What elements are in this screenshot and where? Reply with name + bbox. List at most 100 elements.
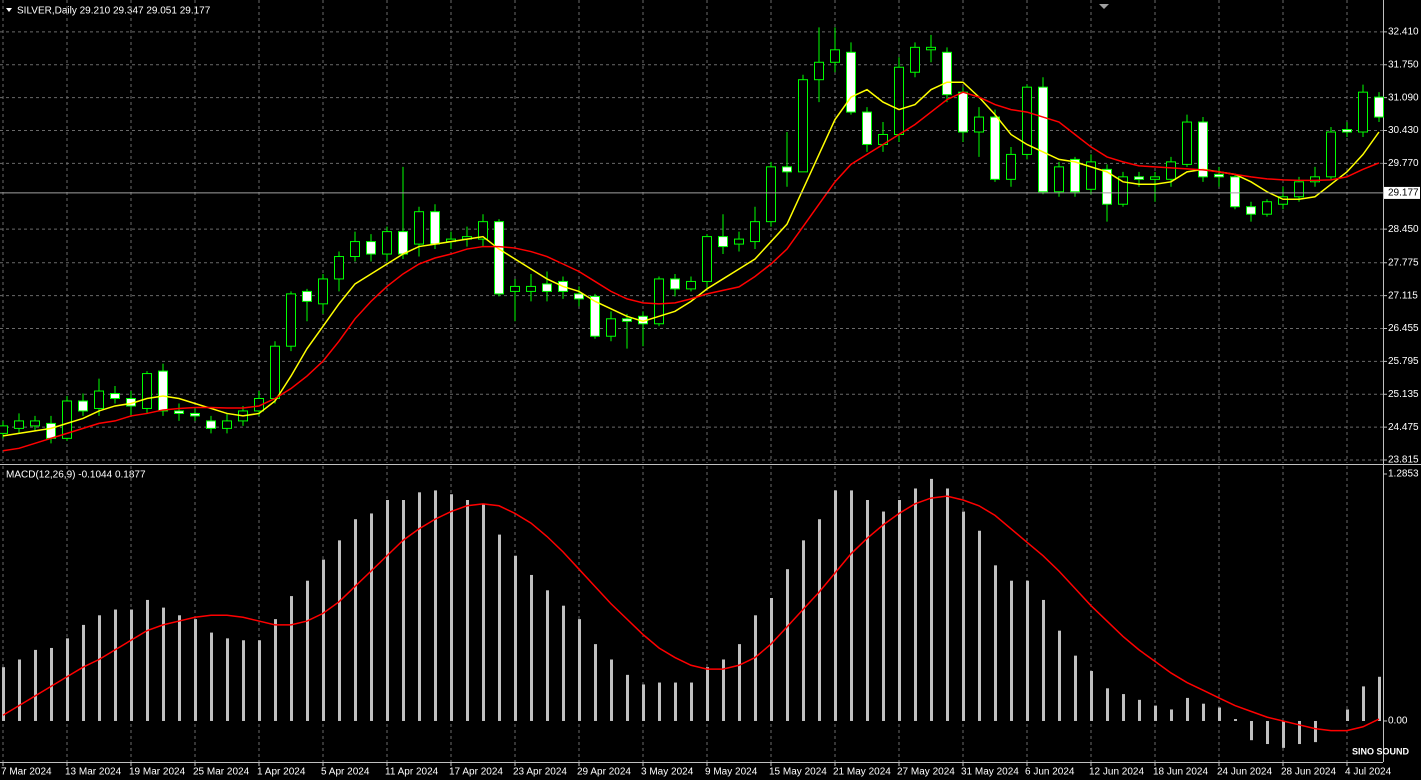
histogram-bar <box>386 500 389 721</box>
x-tick-label: 28 Jun 2024 <box>1281 767 1336 778</box>
candle-body <box>0 425 8 434</box>
histogram-bar <box>930 478 933 721</box>
candle-body <box>798 79 808 173</box>
histogram-bar <box>882 511 885 721</box>
histogram-bar <box>1138 699 1141 721</box>
candle-body <box>1182 121 1192 165</box>
x-tick-label: 13 Mar 2024 <box>65 767 122 778</box>
histogram-bar <box>498 534 501 721</box>
histogram-bar <box>1202 703 1205 721</box>
histogram-bar <box>578 619 581 721</box>
candle-body <box>286 293 296 347</box>
histogram-bar <box>18 659 21 721</box>
x-tick-label: 18 Jun 2024 <box>1153 767 1208 778</box>
candle-body <box>1054 166 1064 193</box>
candle-body <box>382 231 392 255</box>
x-tick-label: 25 Mar 2024 <box>193 767 250 778</box>
candle-body <box>1342 129 1352 133</box>
candle-body <box>190 412 200 417</box>
candle-body <box>222 420 232 429</box>
histogram-bar <box>1282 720 1285 748</box>
candle-body <box>542 283 552 292</box>
histogram-bar <box>722 659 725 721</box>
histogram-bar <box>1298 720 1301 745</box>
histogram-bar <box>994 565 997 721</box>
line-series <box>2 91 1380 452</box>
candle-body <box>1278 196 1288 205</box>
candle-body <box>574 293 584 300</box>
candle-body <box>814 61 824 81</box>
y-tick-label: 31.090 <box>1388 92 1419 103</box>
histogram-bar <box>738 644 741 721</box>
candle-body <box>174 410 184 414</box>
x-tick-label: 17 Apr 2024 <box>449 767 503 778</box>
candle-body <box>1006 153 1016 180</box>
candle-body <box>526 285 536 292</box>
histogram-bar <box>514 555 517 721</box>
y-tick-label: 29.770 <box>1388 158 1419 169</box>
histogram-bar <box>866 500 869 721</box>
histogram-bar <box>1122 694 1125 721</box>
candle-body <box>734 238 744 245</box>
histogram-bar <box>1154 705 1157 721</box>
histogram-bar <box>674 682 677 721</box>
y-tick-label: 27.115 <box>1388 290 1418 301</box>
histogram-bar <box>946 488 949 721</box>
candle-body <box>398 231 408 255</box>
candle-body <box>350 241 360 258</box>
histogram-bar <box>658 682 661 721</box>
candle-body <box>606 318 616 337</box>
histogram-bar <box>1058 630 1061 721</box>
y-tick-label: 27.775 <box>1388 257 1419 268</box>
histogram-bar <box>258 640 261 721</box>
histogram-bar <box>434 490 437 721</box>
x-tick-label: 9 May 2024 <box>705 767 758 778</box>
x-tick-label: 31 May 2024 <box>961 767 1019 778</box>
histogram-bar <box>642 684 645 721</box>
candle-body <box>1374 96 1384 118</box>
candle-body <box>1246 206 1256 215</box>
x-tick-label: 5 Apr 2024 <box>321 767 370 778</box>
candle-body <box>158 370 168 412</box>
histogram-bar <box>914 488 917 721</box>
candle-body <box>302 290 312 302</box>
histogram-bar <box>34 649 37 721</box>
y-tick-label: 25.795 <box>1388 356 1419 367</box>
candle-body <box>1150 176 1160 180</box>
histogram-bar <box>66 638 69 721</box>
histogram-bar <box>194 619 197 721</box>
histogram-bar <box>530 574 533 721</box>
x-tick-label: 27 May 2024 <box>897 767 955 778</box>
candle-body <box>1326 131 1336 178</box>
histogram-bar <box>834 490 837 721</box>
candle-body <box>334 256 344 280</box>
x-tick-label: 24 Jun 2024 <box>1217 767 1272 778</box>
histogram-bar <box>1090 671 1093 721</box>
histogram-bar <box>50 647 53 721</box>
histogram-bar <box>130 609 133 721</box>
histogram-bar <box>466 500 469 721</box>
candle-body <box>926 46 936 51</box>
histogram-bar <box>594 644 597 721</box>
candle-body <box>622 318 632 322</box>
candle-body <box>1118 176 1128 205</box>
candle-body <box>1070 158 1080 193</box>
candle-body <box>254 397 264 412</box>
candle-body <box>1230 176 1240 208</box>
line-series <box>2 495 1380 732</box>
y-tick-label: 0.00 <box>1388 716 1408 727</box>
x-tick-label: 23 Apr 2024 <box>513 767 567 778</box>
y-tick-label: 24.475 <box>1388 422 1419 433</box>
histogram-bar <box>1186 697 1189 721</box>
x-tick-label: 12 Jun 2024 <box>1089 767 1144 778</box>
candle-body <box>1022 86 1032 155</box>
candle-body <box>1262 201 1272 215</box>
candle-body <box>942 51 952 96</box>
candle-body <box>110 393 120 399</box>
histogram-bar <box>770 598 773 721</box>
histogram-bar <box>82 624 85 721</box>
x-tick-label: 6 Jun 2024 <box>1025 767 1075 778</box>
candle-body <box>686 280 696 290</box>
histogram-bar <box>706 667 709 721</box>
